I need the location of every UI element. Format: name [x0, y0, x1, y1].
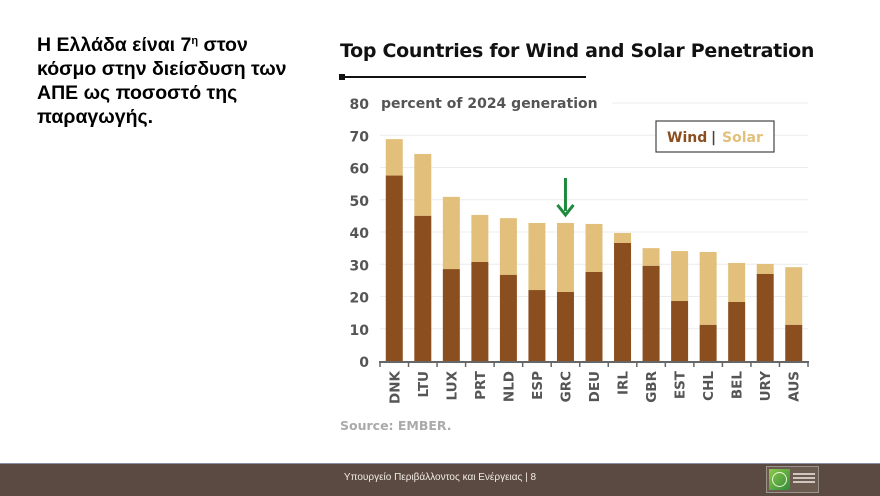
- x-tick-label-bel: BEL: [730, 371, 746, 400]
- bar-wind-deu: [585, 271, 603, 361]
- chart-subtitle: percent of 2024 generation: [381, 96, 598, 112]
- bar-solar-ury: [756, 263, 774, 274]
- x-tick-labels: DNK LTU LUX PRT NLD ESP GRC DEU IRL GBR EST CHL BEL U…: [387, 370, 802, 404]
- bar-solar-aus: [785, 267, 803, 325]
- bar-solar-deu: [585, 223, 603, 272]
- logo-text-lines: [793, 473, 815, 475]
- footer-text: Υπουργείο Περιβάλλοντος και Ενέργειας | …: [343, 472, 537, 483]
- bar-solar-bel: [728, 262, 746, 302]
- y-tick-label: 30: [350, 258, 370, 274]
- y-tick-label: 10: [350, 323, 370, 339]
- bar-solar-grc: [556, 222, 574, 292]
- bar-wind-prt: [471, 261, 489, 361]
- bar-solar-nld: [499, 218, 517, 275]
- y-tick-label: 40: [350, 226, 370, 242]
- bar-solar-dnk: [385, 139, 403, 176]
- x-tick-label-ury: URY: [758, 371, 774, 402]
- legend-solar-label: Solar: [722, 130, 763, 146]
- x-tick-label-ltu: LTU: [416, 371, 432, 398]
- bar-wind-aus: [785, 324, 803, 361]
- headline-text-1: Η Ελλάδα είναι 7: [37, 34, 192, 56]
- x-axis: [379, 361, 809, 367]
- y-tick-label: 80: [350, 97, 370, 113]
- headline-superscript: η: [191, 35, 199, 47]
- y-tick-labels: 0 10 20 30 40 50 60 70 80: [350, 97, 370, 371]
- bar-solar-gbr: [642, 248, 660, 266]
- bar-wind-esp: [528, 290, 546, 361]
- bar-solar-chl: [699, 251, 717, 325]
- x-tick-label-chl: CHL: [701, 371, 717, 401]
- bar-wind-dnk: [385, 175, 403, 361]
- bar-wind-nld: [499, 274, 517, 361]
- bar-wind-grc: [556, 291, 574, 361]
- x-tick-label-grc: GRC: [558, 371, 574, 402]
- x-tick-label-esp: ESP: [530, 371, 546, 400]
- x-tick-label-prt: PRT: [473, 370, 489, 400]
- headline-text-2: στον κόσμο στην διείσδυση των ΑΠΕ ως ποσ…: [37, 34, 287, 128]
- y-tick-label: 50: [350, 194, 370, 210]
- ministry-logo: [766, 466, 819, 493]
- bar-solar-est: [671, 251, 689, 302]
- bar-wind-ltu: [414, 215, 432, 361]
- bar-wind-chl: [699, 324, 717, 361]
- bar-solar-lux: [442, 196, 460, 270]
- bar-solar-esp: [528, 222, 546, 291]
- bar-solar-irl: [614, 232, 632, 243]
- arrow-down-icon: [556, 204, 575, 218]
- title-underline: [342, 76, 586, 78]
- title-underline-marker: [339, 74, 345, 80]
- bar-solar-prt: [471, 214, 489, 262]
- x-tick-label-nld: NLD: [501, 371, 517, 402]
- y-tick-label: 20: [350, 291, 370, 307]
- x-tick-label-irl: IRL: [616, 371, 632, 395]
- logo-emblem-icon: [769, 469, 790, 490]
- x-tick-label-dnk: DNK: [387, 370, 403, 404]
- bar-wind-ury: [756, 273, 774, 361]
- slide-headline: Η Ελλάδα είναι 7η στον κόσμο στην διείσδ…: [37, 33, 307, 129]
- bar-wind-est: [671, 301, 689, 361]
- y-tick-label: 60: [350, 162, 370, 178]
- bar-wind-irl: [614, 242, 632, 361]
- bar-wind-bel: [728, 301, 746, 361]
- bar-wind-gbr: [642, 265, 660, 361]
- legend: Wind | Solar: [655, 120, 775, 153]
- annotations: [556, 177, 575, 218]
- chart-title: Top Countries for Wind and Solar Penetra…: [340, 40, 815, 62]
- bar-wind-lux: [442, 269, 460, 361]
- source-note: Source: EMBER.: [340, 418, 452, 433]
- legend-box: [655, 120, 775, 153]
- legend-wind-label: Wind: [667, 130, 707, 146]
- x-tick-label-gbr: GBR: [644, 370, 660, 402]
- bar-solar-ltu: [414, 153, 432, 216]
- legend-separator: |: [711, 130, 716, 146]
- x-tick-label-deu: DEU: [587, 371, 603, 402]
- slide-footer: Υπουργείο Περιβάλλοντος και Ενέργειας | …: [0, 463, 880, 496]
- x-tick-label-aus: AUS: [787, 371, 803, 402]
- y-tick-label: 0: [359, 355, 369, 371]
- x-tick-label-est: EST: [673, 370, 689, 399]
- y-tick-label: 70: [350, 129, 370, 145]
- x-tick-label-lux: LUX: [444, 370, 460, 400]
- stacked-bar-chart: 0 10 20 30 40 50 60 70 80 percent of 2024 genera…: [340, 96, 809, 433]
- bars: [385, 139, 803, 361]
